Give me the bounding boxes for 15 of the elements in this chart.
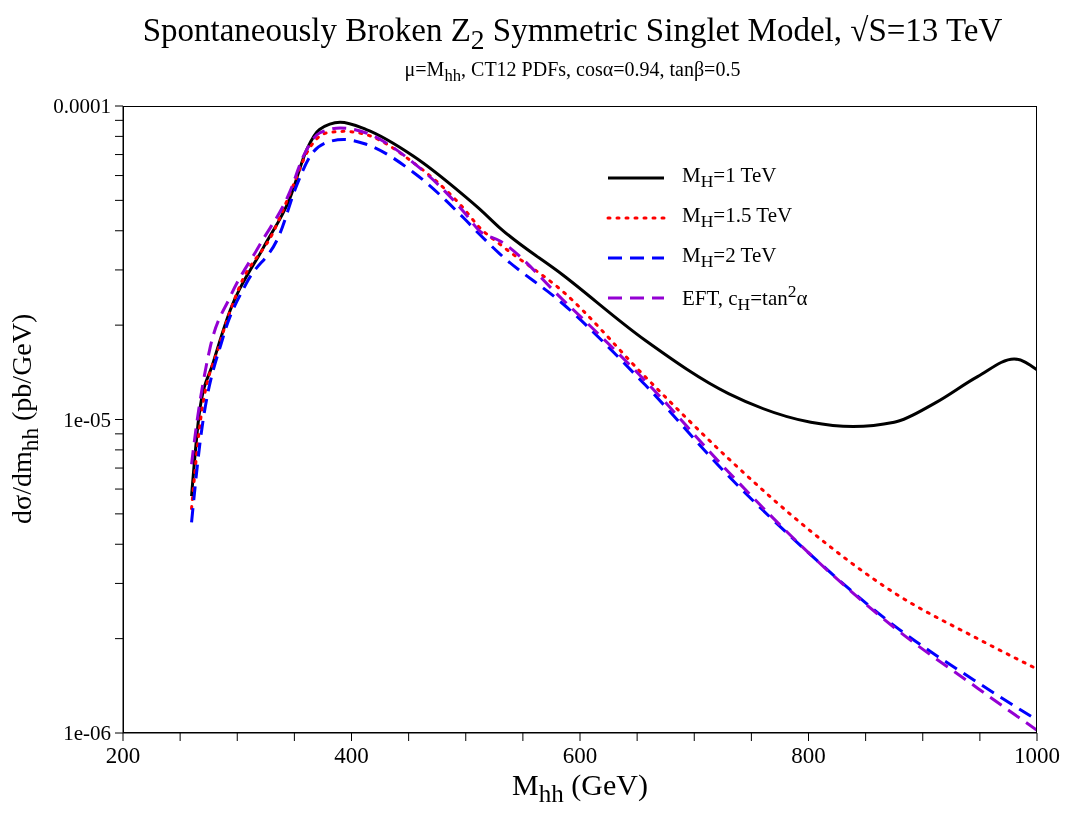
legend-label: M$_{H}$=2 TeV <box>682 243 777 273</box>
chart-title: Spontaneously Broken Z$_{2}$ Symmetric Singlet Model, √S=13 TeV <box>141 12 1004 56</box>
x-tick-label: 1000 <box>1014 743 1060 769</box>
legend-label: M$_{H}$=1 TeV <box>682 163 777 193</box>
x-tick-label: 600 <box>562 743 598 769</box>
x-tick-label: 400 <box>334 743 369 769</box>
x-tick-label: 800 <box>791 743 826 769</box>
x-tick-label: 200 <box>105 743 141 769</box>
legend-label: M$_{H}$=1.5 TeV <box>682 203 793 233</box>
y-tick-label: 0.0001 <box>53 94 111 119</box>
legend-label: EFT, c$_{H}$=tan$^{2}$α <box>682 280 808 316</box>
x-axis-title: M$_{hh}$ (GeV) <box>511 768 649 809</box>
y-tick-label: 1e-06 <box>63 721 111 746</box>
chart-subtitle: μ=M$_{hh}$, CT12 PDFs, cosα=0.94, tanβ=0.5 <box>403 58 742 86</box>
y-tick-label: 1e-05 <box>63 407 111 432</box>
